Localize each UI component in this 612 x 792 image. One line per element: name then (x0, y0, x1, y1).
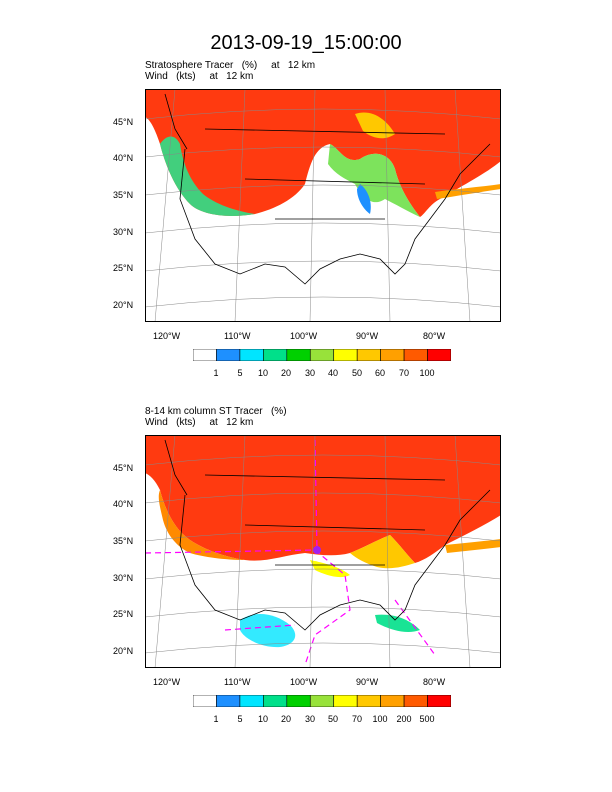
panel1-lon-label: 90°W (356, 331, 379, 341)
colorbar-swatch (263, 349, 288, 361)
colorbar-swatch (403, 349, 428, 361)
panel1-colorbar-label: 40 (327, 368, 339, 378)
panel1-lat-label: 25°N (113, 263, 134, 273)
panel1-subtitle-tracer: Stratosphere Tracer (%) at 12 km (145, 60, 316, 71)
colorbar-swatch (356, 695, 381, 707)
panel2-lat-label: 25°N (113, 609, 134, 619)
tracer-area-mid-west (160, 136, 255, 216)
colorbar-swatch (380, 695, 405, 707)
colorbar-swatch (427, 695, 451, 707)
colorbar-swatch (333, 695, 358, 707)
panel1-lon-label: 80°W (423, 331, 446, 341)
panel2-lat-label: 35°N (113, 536, 134, 546)
panel1-colorbar-label: 10 (257, 368, 269, 378)
panel1-lat-label: 30°N (113, 227, 134, 237)
panel2-colorbar-label: 50 (327, 714, 339, 724)
panel1-colorbar-label: 30 (304, 368, 316, 378)
panel2-colorbar (193, 695, 451, 707)
panel2-lon-label: 100°W (290, 677, 318, 687)
colorbar-swatch (216, 349, 241, 361)
panel2-lat-label: 30°N (113, 573, 134, 583)
tracer-area-high (145, 435, 501, 563)
plot-title: 2013-09-19_15:00:00 (210, 32, 402, 54)
panel1-lon-label: 100°W (290, 331, 318, 341)
colorbar-swatch (286, 349, 311, 361)
panel2-lon-label: 120°W (153, 677, 181, 687)
colorbar-swatch (403, 695, 428, 707)
panel2-subtitle-wind: Wind (kts) at 12 km (145, 417, 254, 428)
panel2-subtitle-tracer: 8-14 km column ST Tracer (%) (145, 406, 287, 417)
panel2-lat-label: 45°N (113, 463, 134, 473)
panel2-map (145, 435, 501, 668)
panel1-lon-label: 110°W (224, 331, 251, 341)
colorbar-swatch (309, 695, 335, 707)
tracer-area-low (357, 184, 371, 214)
panel2-lat-label: 40°N (113, 499, 134, 509)
colorbar-swatch (380, 349, 405, 361)
tracer-marker (313, 546, 321, 554)
colorbar-swatch (286, 695, 311, 707)
panel2-colorbar-label: 30 (304, 714, 316, 724)
panel1-lon-label: 120°W (153, 331, 181, 341)
panel1-colorbar-label: 70 (398, 368, 410, 378)
panel1-colorbar-label: 1 (213, 368, 219, 378)
colorbar-swatch (239, 695, 264, 707)
colorbar-swatch (427, 349, 451, 361)
panel2-colorbar-label: 200 (396, 714, 412, 724)
colorbar-swatch (309, 349, 335, 361)
panel1-subtitle-wind: Wind (kts) at 12 km (145, 71, 254, 82)
tracer-area-mid-south (350, 535, 415, 569)
panel2-colorbar-label: 500 (419, 714, 435, 724)
colorbar-swatch (193, 695, 217, 707)
tracer-area-yellow (310, 560, 350, 578)
panel1-colorbar-label: 50 (351, 368, 363, 378)
colorbar-swatch (239, 349, 264, 361)
tracer-area-caribbean (375, 614, 420, 633)
tracer-area-mid-north (355, 112, 395, 139)
panel2-lon-label: 80°W (423, 677, 446, 687)
panel1-colorbar-label: 100 (419, 368, 435, 378)
panel1-lat-label: 20°N (113, 300, 134, 310)
panel1-colorbar-label: 20 (280, 368, 292, 378)
panel1-colorbar (193, 349, 451, 361)
panel2-colorbar-label: 10 (257, 714, 269, 724)
panel1-lat-label: 45°N (113, 117, 134, 127)
panel1-colorbar-label: 5 (237, 368, 243, 378)
panel1-colorbar-label: 60 (374, 368, 386, 378)
panel1-map (145, 89, 501, 322)
panel2-lon-label: 90°W (356, 677, 379, 687)
panel2-colorbar-label: 1 (213, 714, 219, 724)
colorbar-swatch (216, 695, 241, 707)
colorbar-swatch (263, 695, 288, 707)
panel2-colorbar-label: 20 (280, 714, 292, 724)
colorbar-swatch (356, 349, 381, 361)
panel2-colorbar-label: 70 (351, 714, 363, 724)
tracer-area-mid-lakes (328, 144, 420, 217)
tracer-area-gulf (240, 613, 296, 648)
panel2-colorbar-label: 100 (372, 714, 388, 724)
tracer-area-band (445, 539, 501, 553)
colorbar-swatch (193, 349, 217, 361)
panel2-colorbar-label: 5 (237, 714, 243, 724)
colorbar-swatch (333, 349, 358, 361)
panel1-lat-label: 35°N (113, 190, 134, 200)
panel1-lat-label: 40°N (113, 153, 134, 163)
panel2-lon-label: 110°W (224, 677, 251, 687)
panel2-lat-label: 20°N (113, 646, 134, 656)
tracer-area-high (145, 89, 501, 217)
